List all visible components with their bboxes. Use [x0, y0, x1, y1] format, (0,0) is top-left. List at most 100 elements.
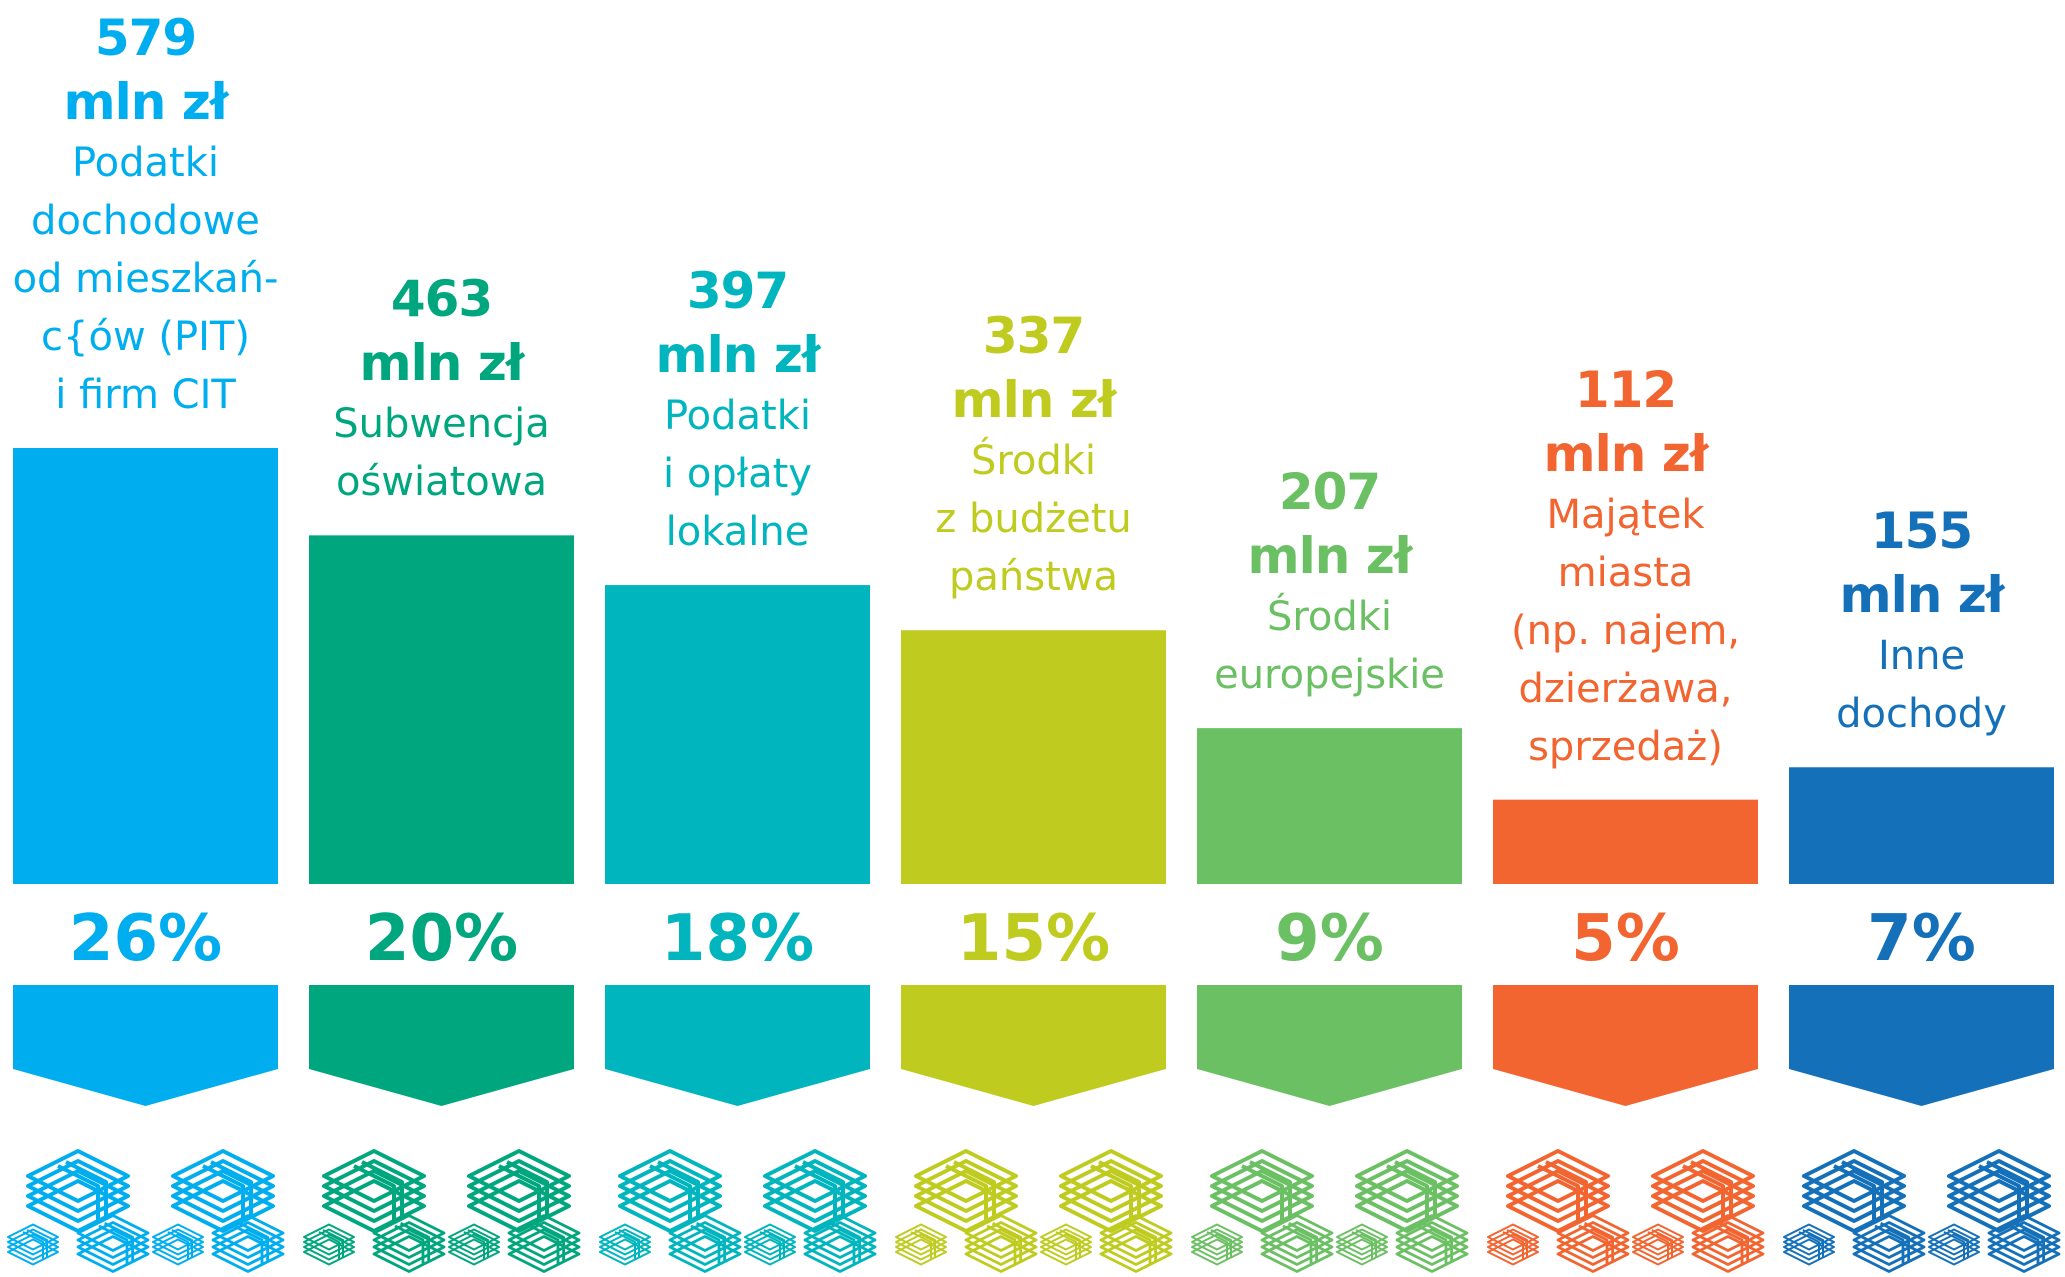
money-layer: [171, 1179, 275, 1233]
money-layer: [171, 1169, 275, 1223]
money-layer: [1947, 1179, 2051, 1233]
money-band: [649, 1160, 700, 1221]
money-layer: [7, 1223, 59, 1251]
money-icon: [1191, 1223, 1243, 1266]
money-layer: [1783, 1223, 1835, 1251]
bar-label: 207 mln zł Środki europejskie: [1182, 460, 1478, 704]
money-layer: [1191, 1238, 1243, 1266]
category-label: Podatki dochodowe od mieszkań- c{ów (PIT…: [12, 140, 279, 419]
money-band: [1121, 1221, 1157, 1265]
money-layer: [1691, 1228, 1765, 1266]
money-layer: [1947, 1149, 2051, 1203]
money-icon: [1395, 1214, 1469, 1273]
money-layer: [1556, 1235, 1630, 1273]
money-band: [1282, 1221, 1318, 1265]
money-layer: [1852, 1235, 1926, 1273]
money-layer: [914, 1149, 1018, 1203]
category-label: Środki europejskie: [1214, 594, 1445, 699]
money-icon: [914, 1149, 1018, 1233]
money-icon: [1987, 1214, 2061, 1273]
percentage-arrow: [1789, 985, 2054, 1106]
money-layer: [1487, 1223, 1539, 1251]
money-layer: [1260, 1214, 1334, 1252]
money-layer: [1395, 1214, 1469, 1252]
money-layer: [1210, 1179, 1314, 1233]
money-band: [498, 1160, 549, 1221]
money-layer: [1691, 1214, 1765, 1252]
money-layer: [1040, 1223, 1092, 1251]
money-layer: [1691, 1235, 1765, 1273]
money-band: [1386, 1160, 1437, 1221]
money-layer: [1336, 1233, 1388, 1261]
money-icon: [964, 1214, 1038, 1273]
money-band: [1682, 1160, 1733, 1221]
money-layer: [895, 1223, 947, 1251]
money-layer: [467, 1149, 571, 1203]
money-layer: [1487, 1233, 1539, 1261]
money-layer: [1987, 1214, 2061, 1252]
value-label: 207 mln zł: [1247, 463, 1413, 586]
bar-label: 397 mln zł Podatki i opłaty lokalne: [590, 259, 886, 561]
money-icon: [763, 1149, 867, 1233]
money-icon: [744, 1223, 796, 1266]
money-layer: [303, 1238, 355, 1266]
money-band: [1798, 1229, 1824, 1260]
money-layer: [803, 1235, 877, 1273]
money-band: [318, 1229, 344, 1260]
percentage-arrow: [309, 985, 574, 1106]
money-layer: [372, 1235, 446, 1273]
money-layer: [1651, 1169, 1755, 1223]
percentage-label: 5%: [1571, 902, 1680, 976]
money-layer: [1852, 1214, 1926, 1252]
money-layer: [322, 1169, 426, 1223]
money-layer: [668, 1214, 742, 1252]
money-layer: [1355, 1149, 1459, 1203]
money-layer: [448, 1238, 500, 1266]
money-icon: [372, 1214, 446, 1273]
money-layer: [895, 1233, 947, 1261]
money-layer: [1556, 1214, 1630, 1252]
money-layer: [467, 1179, 571, 1233]
money-layer: [1336, 1223, 1388, 1251]
money-layer: [763, 1149, 867, 1203]
money-band: [1578, 1221, 1614, 1265]
money-icon: [1783, 1223, 1835, 1266]
money-icon: [1260, 1214, 1334, 1273]
money-layer: [1506, 1179, 1610, 1233]
percentage-label: 15%: [956, 902, 1111, 976]
money-layer: [618, 1169, 722, 1223]
bar-label: 337 mln zł Środki z budżetu państwa: [886, 304, 1182, 606]
money-band: [529, 1221, 565, 1265]
money-layer: [1802, 1179, 1906, 1233]
bar: [1789, 767, 2054, 884]
money-layer: [507, 1235, 581, 1273]
money-layer: [26, 1169, 130, 1223]
money-layer: [964, 1228, 1038, 1266]
money-band: [167, 1229, 193, 1260]
money-band: [614, 1229, 640, 1260]
money-layer: [803, 1214, 877, 1252]
money-layer: [618, 1179, 722, 1233]
percentage-arrow: [1197, 985, 1462, 1106]
money-layer: [76, 1214, 150, 1252]
money-layer: [26, 1179, 130, 1233]
money-layer: [964, 1214, 1038, 1252]
money-layer: [152, 1223, 204, 1251]
money-band: [1713, 1221, 1749, 1265]
money-layer: [1632, 1238, 1684, 1266]
money-icon: [1556, 1214, 1630, 1273]
bar: [901, 630, 1166, 884]
percentage-arrow: [605, 985, 870, 1106]
money-icon: [322, 1149, 426, 1233]
money-icon: [1040, 1223, 1092, 1266]
bar: [13, 448, 278, 884]
money-icon: [803, 1214, 877, 1273]
money-layer: [914, 1169, 1018, 1223]
money-band: [945, 1160, 996, 1221]
money-layer: [744, 1233, 796, 1261]
money-layer: [171, 1149, 275, 1203]
money-band: [1055, 1229, 1081, 1260]
money-layer: [618, 1149, 722, 1203]
category-label: Podatki i opłaty lokalne: [663, 393, 812, 556]
